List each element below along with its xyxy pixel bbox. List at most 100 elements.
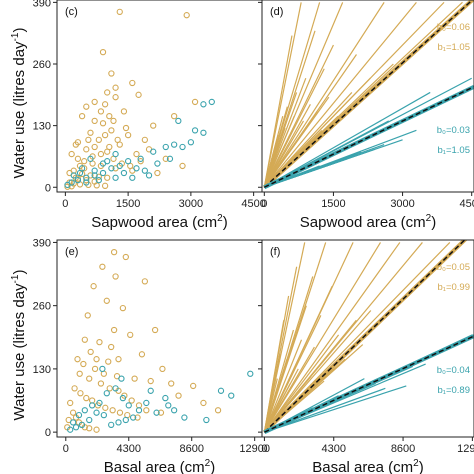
tree-line-tan: [263, 35, 293, 188]
plot-area: [64, 249, 254, 433]
y-tick-label: 0: [45, 427, 51, 439]
tree-line-teal: [264, 385, 407, 433]
tree-line-tan: [263, 358, 288, 433]
x-axis-label: Sapwood area (cm2): [300, 213, 436, 231]
data-point-teal: [135, 407, 143, 414]
data-point-teal: [187, 139, 195, 146]
data-point-teal: [208, 98, 215, 106]
ylabel-top: Water use (litres day-1): [10, 28, 28, 179]
data-point-tan: [93, 426, 100, 433]
data-point-tan: [106, 112, 113, 120]
data-point-tan: [200, 399, 207, 407]
data-point-teal: [181, 414, 188, 421]
data-point-tan: [99, 48, 107, 56]
data-point-teal: [99, 160, 107, 167]
data-point-tan: [119, 304, 127, 312]
data-point-tan: [91, 365, 99, 373]
data-point-teal: [108, 421, 115, 428]
data-point-tan: [101, 131, 109, 139]
fit-line-teal: [264, 335, 474, 433]
plot-area: [263, 240, 474, 434]
data-point-tan: [129, 79, 136, 87]
data-point-tan: [97, 108, 105, 115]
data-point-teal: [69, 419, 77, 426]
data-point-tan: [83, 394, 90, 402]
data-point-tan: [68, 150, 75, 158]
tree-line-tan: [263, 242, 382, 433]
tree-line-tan: [263, 334, 340, 433]
x-tick-label: 0: [63, 443, 69, 455]
data-point-tan: [86, 425, 93, 432]
x-axis-label: Basal area (cm2): [312, 458, 423, 474]
data-point-teal: [99, 169, 107, 177]
data-point-tan: [179, 162, 186, 170]
panel-label: (c): [65, 6, 78, 18]
data-point-teal: [83, 179, 90, 186]
tree-line-tan: [263, 339, 303, 433]
data-point-tan: [122, 253, 129, 261]
data-point-tan: [101, 101, 109, 108]
data-point-tan: [106, 143, 113, 151]
data-point-teal: [67, 426, 74, 433]
tree-line-tan: [263, 111, 318, 188]
data-point-tan: [69, 409, 77, 416]
tree-line-tan: [263, 134, 291, 188]
data-point-tan: [102, 404, 109, 411]
data-point-tan: [85, 136, 92, 144]
coef-b1-label: b₁=1.05: [437, 145, 470, 156]
data-point-tan: [157, 409, 165, 416]
data-point-teal: [81, 407, 88, 414]
data-point-teal: [91, 167, 98, 174]
svg-text:Water use (litres day-1): Water use (litres day-1): [10, 270, 28, 421]
tree-line-tan: [263, 120, 304, 188]
ylabel-text: Water use (litres day: [11, 283, 28, 420]
data-point-tan: [191, 98, 199, 106]
tree-line-teal: [264, 144, 385, 188]
panel-frame: [56, 239, 263, 438]
data-point-tan: [112, 273, 119, 280]
data-point-tan: [108, 70, 115, 77]
data-point-teal: [154, 160, 161, 167]
data-point-teal: [179, 143, 186, 151]
x-tick-label: 4300: [117, 443, 141, 455]
data-point-teal: [129, 174, 136, 181]
x-tick-label: 8600: [391, 443, 415, 455]
data-point-tan: [141, 278, 149, 285]
data-point-tan: [150, 122, 157, 129]
tree-line-tan: [263, 2, 385, 188]
data-point-tan: [137, 158, 144, 165]
x-tick-label: 4500: [241, 198, 265, 210]
data-point-tan: [101, 182, 109, 189]
x-tick-label: 3000: [179, 198, 203, 210]
data-point-tan: [99, 263, 106, 270]
coef-b0-label: b₀=0.04: [437, 365, 470, 376]
data-point-teal: [78, 421, 86, 428]
ylabel-text: Water use (litres day: [11, 41, 28, 178]
data-point-teal: [133, 165, 140, 172]
data-point-teal: [103, 390, 110, 397]
data-point-teal: [86, 416, 93, 424]
data-point-tan: [131, 375, 138, 382]
data-point-tan: [175, 392, 182, 399]
coef-b0-label: b₀=0.05: [437, 262, 470, 273]
data-point-tan: [84, 312, 91, 319]
data-point-teal: [129, 414, 137, 421]
data-point-tan: [90, 283, 97, 290]
tree-line-tan: [263, 144, 277, 188]
plot-area: [262, 0, 474, 190]
data-point-teal: [153, 409, 160, 416]
data-point-teal: [108, 165, 115, 172]
data-point-tan: [93, 182, 100, 189]
y-tick-label: 390: [33, 237, 51, 249]
tree-line-tan: [263, 378, 278, 433]
data-point-teal: [124, 158, 132, 165]
data-point-tan: [135, 91, 142, 98]
x-tick-label: 0: [261, 198, 267, 210]
panel-f: b₀=0.05 b₁=0.99 b₀=0.04 b₁=0.89 (f) 0 4300 8600…: [258, 239, 474, 474]
tree-line-tan: [263, 383, 291, 433]
data-point-tan: [83, 146, 90, 153]
data-point-tan: [147, 377, 154, 385]
panel-frame: [261, 239, 474, 438]
tree-line-tan: [263, 1, 417, 188]
data-point-tan: [80, 360, 87, 368]
